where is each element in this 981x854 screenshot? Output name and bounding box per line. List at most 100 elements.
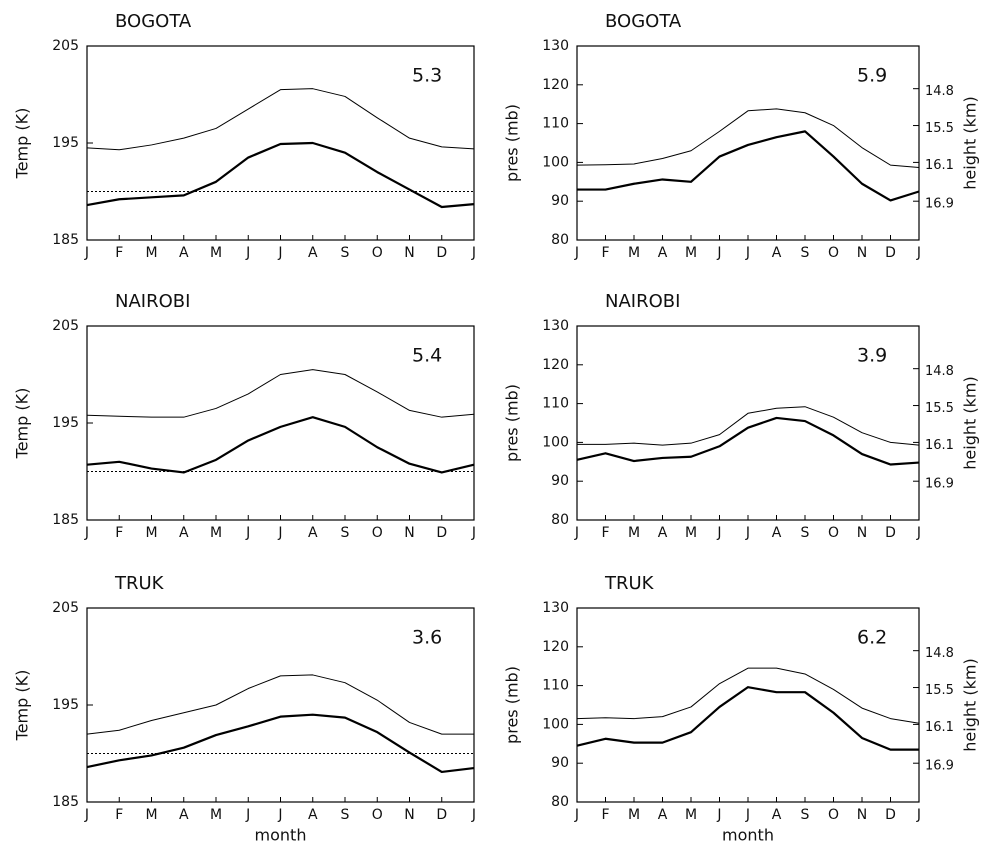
annotation: 3.9 — [857, 345, 887, 367]
x-tick-label: J — [245, 245, 250, 261]
x-tick-label: A — [772, 245, 782, 261]
panel-title: TRUK — [604, 573, 655, 594]
x-tick-label: N — [404, 525, 414, 541]
y-tick-label: 110 — [542, 678, 569, 694]
x-tick-label: J — [471, 245, 476, 261]
y-axis-label: pres (mb) — [503, 384, 522, 462]
y-tick-label: 120 — [542, 639, 569, 655]
data-line — [576, 416, 920, 466]
y2-axis-label: height (km) — [961, 658, 980, 751]
data-line — [86, 416, 475, 474]
x-tick-label: F — [601, 245, 609, 261]
y2-tick-label: 16.1 — [925, 438, 954, 453]
data-line — [86, 141, 475, 209]
x-tick-label: M — [628, 525, 640, 541]
annotation: 5.4 — [412, 345, 442, 367]
x-tick-label: M — [628, 245, 640, 261]
data-line — [577, 406, 920, 446]
x-tick-label: N — [404, 245, 414, 261]
y-tick-label: 185 — [52, 512, 79, 528]
y2-axis-label: height (km) — [961, 96, 980, 189]
x-tick-label: J — [716, 245, 721, 261]
x-axis-label: month — [722, 826, 774, 845]
data-line — [86, 369, 475, 418]
x-tick-label: J — [716, 525, 721, 541]
y-tick-label: 195 — [52, 135, 79, 151]
x-tick-label: J — [745, 525, 750, 541]
x-tick-label: A — [658, 807, 668, 823]
x-tick-label: A — [772, 525, 782, 541]
x-tick-label: D — [885, 525, 896, 541]
y-tick-label: 185 — [52, 794, 79, 810]
y-tick-label: 90 — [551, 193, 569, 209]
x-tick-label: S — [341, 807, 350, 823]
panel-title: NAIROBI — [115, 291, 190, 312]
x-tick-label: J — [745, 807, 750, 823]
x-tick-label: A — [772, 807, 782, 823]
x-tick-label: F — [115, 245, 123, 261]
y-tick-label: 80 — [551, 512, 569, 528]
y2-tick-label: 16.9 — [925, 477, 954, 492]
x-tick-label: D — [436, 245, 447, 261]
y2-tick-label: 15.5 — [925, 401, 954, 416]
data-line — [86, 88, 475, 151]
x-tick-label: O — [372, 245, 383, 261]
x-tick-label: O — [828, 525, 839, 541]
x-tick-label: S — [801, 807, 810, 823]
data-line — [576, 667, 920, 724]
y-tick-label: 195 — [52, 697, 79, 713]
x-tick-label: J — [277, 525, 282, 541]
x-tick-label: J — [574, 807, 579, 823]
y-tick-label: 205 — [52, 38, 79, 54]
panel-title: NAIROBI — [605, 291, 680, 312]
x-tick-label: J — [471, 807, 476, 823]
x-tick-label: M — [685, 525, 697, 541]
x-tick-label: A — [308, 245, 318, 261]
y-tick-label: 90 — [551, 755, 569, 771]
x-tick-label: S — [341, 525, 350, 541]
y-tick-label: 195 — [52, 415, 79, 431]
x-tick-label: N — [857, 525, 867, 541]
data-line — [576, 686, 919, 751]
x-tick-label: A — [658, 525, 668, 541]
x-tick-label: J — [574, 245, 579, 261]
y-tick-label: 120 — [542, 357, 569, 373]
y2-tick-label: 16.1 — [925, 158, 954, 173]
panel-title: BOGOTA — [115, 11, 192, 32]
y-tick-label: 185 — [52, 232, 79, 248]
x-tick-label: N — [857, 807, 867, 823]
x-tick-label: J — [245, 525, 250, 541]
x-tick-label: S — [801, 245, 810, 261]
y2-tick-label: 16.9 — [925, 759, 954, 774]
y-axis-label: Temp (K) — [13, 388, 32, 460]
y-tick-label: 110 — [542, 396, 569, 412]
x-tick-label: M — [685, 807, 697, 823]
annotation: 6.2 — [857, 627, 887, 649]
annotation: 5.9 — [857, 65, 887, 87]
x-tick-label: D — [885, 245, 896, 261]
y-tick-label: 100 — [542, 716, 569, 732]
x-tick-label: S — [341, 245, 350, 261]
data-line — [577, 130, 920, 202]
x-tick-label: M — [210, 525, 222, 541]
x-tick-label: S — [801, 525, 810, 541]
y-tick-label: 100 — [542, 154, 569, 170]
x-tick-label: J — [916, 245, 921, 261]
x-tick-label: J — [574, 525, 579, 541]
y2-tick-label: 16.9 — [925, 197, 954, 212]
annotation: 5.3 — [412, 65, 442, 87]
x-tick-label: F — [115, 807, 123, 823]
x-tick-label: M — [145, 807, 157, 823]
panel-title: TRUK — [114, 573, 165, 594]
x-tick-label: J — [245, 807, 250, 823]
x-tick-label: J — [84, 245, 89, 261]
x-tick-label: J — [745, 245, 750, 261]
x-tick-label: M — [685, 245, 697, 261]
x-tick-label: M — [145, 525, 157, 541]
data-line — [576, 108, 920, 168]
x-tick-label: A — [658, 245, 668, 261]
x-tick-label: F — [601, 525, 609, 541]
y-tick-label: 100 — [542, 434, 569, 450]
x-tick-label: J — [916, 807, 921, 823]
